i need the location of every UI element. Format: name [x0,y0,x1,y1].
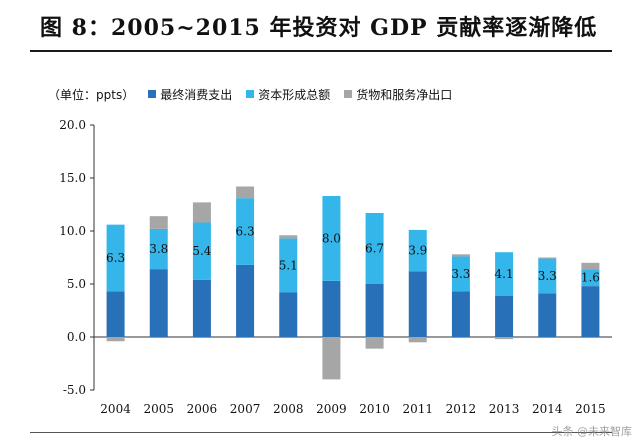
bar-net-export-2011 [408,337,427,343]
x-tick-label-2004: 2004 [100,402,131,416]
data-label-2008: 5.1 [279,258,298,272]
bar-consumption-2011 [408,271,427,337]
bar-capital-2015 [581,269,600,287]
bar-capital-2005 [149,228,168,270]
bar-capital-2012 [451,256,470,292]
bar-capital-2009 [322,196,341,281]
bar-capital-2011 [408,229,427,272]
bar-net-export-2012 [451,254,470,257]
title-divider [30,50,612,52]
x-tick-label-2014: 2014 [532,402,563,416]
legend-label-net-export: 货物和服务净出口 [356,87,453,102]
bar-net-export-2006 [192,202,211,223]
y-tick-label: 0.0 [67,330,86,344]
data-label-2010: 6.7 [365,241,384,255]
bar-consumption-2006 [192,279,211,337]
x-tick-label-2005: 2005 [143,402,174,416]
bar-consumption-2009 [322,280,341,337]
bottom-divider [30,432,612,433]
bar-net-export-2008 [279,235,298,239]
y-tick-label: 10.0 [59,224,86,238]
y-tick-label: -5.0 [63,383,86,397]
x-tick-label-2008: 2008 [273,402,304,416]
data-label-2006: 5.4 [192,244,211,258]
x-tick-label-2010: 2010 [359,402,390,416]
legend-item-consumption: 最终消费支出 [148,86,232,103]
bar-capital-2007 [236,198,255,265]
bar-capital-2008 [279,238,298,293]
bar-consumption-2004 [106,291,125,337]
bar-consumption-2008 [279,292,298,337]
legend-label-consumption: 最终消费支出 [160,87,233,102]
y-tick-label: 5.0 [67,277,86,291]
bar-consumption-2007 [236,264,255,337]
legend-swatch-capital [246,90,255,98]
y-tick-label: 15.0 [59,171,86,185]
bar-capital-2004 [106,224,125,292]
watermark: 头条 @未来智库 [551,425,633,438]
bar-capital-2014 [538,258,557,294]
y-tick-label: 20.0 [59,118,86,132]
bar-net-export-2007 [236,186,255,199]
bar-net-export-2005 [149,216,168,229]
data-label-2009: 8.0 [322,231,341,245]
bar-net-export-2010 [365,337,384,349]
bar-net-export-2013 [495,337,514,340]
bar-consumption-2013 [495,295,514,337]
bar-net-export-2014 [538,257,557,259]
bar-consumption-2014 [538,293,557,337]
legend-item-capital: 资本形成总额 [246,86,330,103]
bar-consumption-2010 [365,284,384,337]
chart-legend: （单位：ppts） 最终消费支出 资本形成总额 货物和服务净出口 [48,86,466,102]
bar-net-export-2015 [581,262,600,270]
x-tick-label-2015: 2015 [575,402,606,416]
bar-net-export-2004 [106,337,125,342]
legend-swatch-consumption [148,90,157,98]
bar-consumption-2012 [451,291,470,337]
data-label-2015: 1.6 [581,271,600,285]
data-label-2004: 6.3 [106,251,125,265]
legend-item-net-export: 货物和服务净出口 [344,86,452,103]
x-tick-label-2009: 2009 [316,402,347,416]
x-tick-label-2013: 2013 [489,402,520,416]
x-tick-label-2006: 2006 [187,402,218,416]
legend-swatch-net-export [344,90,353,98]
x-tick-label-2012: 2012 [446,402,477,416]
bar-capital-2013 [495,252,514,296]
x-tick-label-2007: 2007 [230,402,261,416]
data-label-2011: 3.9 [408,244,427,258]
bar-consumption-2005 [149,269,168,337]
bar-consumption-2015 [581,286,600,337]
data-label-2014: 3.3 [538,269,557,283]
bar-capital-2006 [192,222,211,280]
bar-net-export-2009 [322,337,341,380]
data-label-2005: 3.8 [149,242,168,256]
x-tick-label-2011: 2011 [402,402,433,416]
data-label-2007: 6.3 [236,225,255,239]
chart-title: 图 8：2005~2015 年投资对 GDP 贡献率逐渐降低 [40,15,598,41]
bar-capital-2010 [365,212,384,284]
legend-label-capital: 资本形成总额 [258,87,331,102]
data-label-2013: 4.1 [495,267,514,281]
unit-label: （单位：ppts） [48,87,135,102]
data-label-2012: 3.3 [451,267,470,281]
